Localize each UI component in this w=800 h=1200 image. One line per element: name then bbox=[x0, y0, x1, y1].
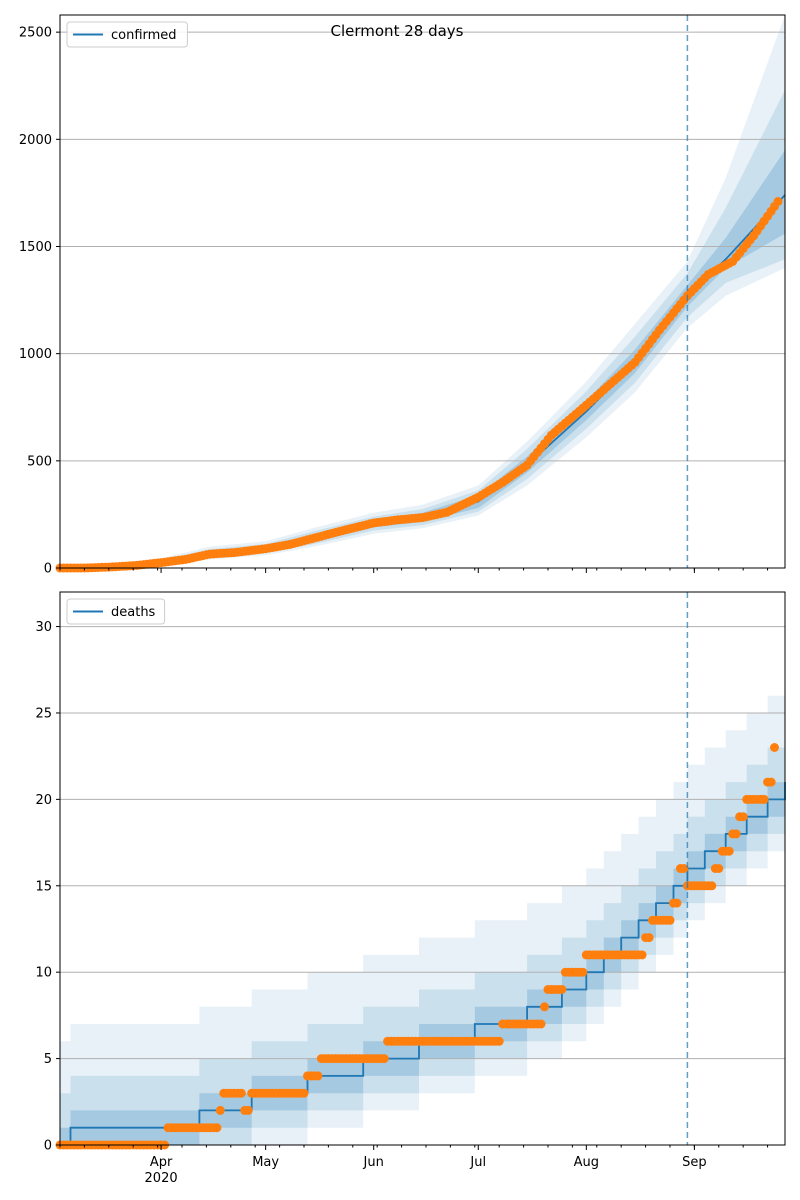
observed-point bbox=[243, 1105, 253, 1115]
confirmed-legend-label: confirmed bbox=[111, 28, 177, 43]
deaths-y-axis: 0 5 10 15 20 25 30 bbox=[35, 620, 60, 1154]
observed-point bbox=[299, 1088, 309, 1098]
x-tick-label: Jul bbox=[469, 1155, 486, 1170]
confirmed-x-axis bbox=[59, 568, 769, 573]
x-year-label: 2020 bbox=[145, 1171, 178, 1186]
observed-point bbox=[707, 881, 717, 891]
observed-point bbox=[637, 950, 647, 960]
confirmed-grid bbox=[60, 31, 785, 462]
y-tick-label: 5 bbox=[44, 1052, 52, 1067]
observed-point bbox=[236, 1088, 246, 1098]
x-tick-label: Jun bbox=[363, 1155, 384, 1170]
chart-title: Clermont 28 days bbox=[331, 22, 464, 40]
observed-point bbox=[536, 1019, 546, 1029]
observed-point bbox=[672, 898, 682, 908]
deaths-uncertainty-bands bbox=[60, 678, 785, 1145]
deaths-grid bbox=[60, 626, 785, 1060]
observed-point bbox=[731, 829, 741, 839]
y-tick-label: 1000 bbox=[19, 347, 52, 362]
deaths-legend-box bbox=[66, 598, 166, 625]
y-tick-label: 15 bbox=[35, 879, 52, 894]
observed-point bbox=[770, 743, 779, 752]
y-tick-label: 25 bbox=[35, 706, 52, 721]
observed-point bbox=[766, 777, 776, 787]
x-tick-label: Aug bbox=[574, 1155, 599, 1170]
deaths-legend-label: deaths bbox=[111, 605, 156, 620]
observed-point bbox=[679, 864, 689, 873]
x-tick-label: Apr bbox=[150, 1155, 173, 1170]
deaths-observed-points bbox=[55, 743, 779, 1150]
observed-point bbox=[759, 794, 769, 804]
confirmed-y-axis: 0 500 1000 1500 2000 2500 bbox=[19, 26, 60, 577]
observed-point bbox=[379, 1054, 389, 1064]
y-tick-label: 0 bbox=[44, 562, 52, 577]
deaths-legend: deaths bbox=[66, 598, 166, 625]
observed-point bbox=[738, 812, 748, 822]
deaths-axes-frame bbox=[59, 591, 786, 1146]
y-tick-label: 2500 bbox=[19, 26, 52, 41]
confirmed-legend-box bbox=[66, 21, 188, 48]
y-tick-label: 10 bbox=[35, 966, 52, 981]
y-tick-label: 30 bbox=[35, 620, 52, 635]
observed-point bbox=[665, 915, 675, 925]
confirmed-legend: confirmed bbox=[66, 21, 188, 48]
y-tick-label: 2000 bbox=[19, 133, 52, 148]
confirmed-axes-frame bbox=[59, 14, 786, 569]
observed-point bbox=[540, 1002, 549, 1012]
observed-point bbox=[494, 1036, 504, 1046]
observed-point bbox=[212, 1123, 222, 1133]
observed-point bbox=[773, 197, 783, 206]
y-tick-label: 1500 bbox=[19, 240, 52, 255]
confidence-band-2 bbox=[60, 678, 785, 1145]
observed-point bbox=[578, 967, 588, 977]
x-tick-label: May bbox=[252, 1155, 279, 1170]
y-tick-label: 500 bbox=[27, 454, 52, 469]
y-tick-label: 20 bbox=[35, 793, 52, 808]
observed-point bbox=[714, 864, 724, 873]
confidence-band-1 bbox=[60, 730, 785, 1145]
observed-point bbox=[644, 933, 654, 943]
observed-point bbox=[215, 1105, 225, 1115]
observed-point bbox=[557, 985, 567, 994]
x-tick-label: Sep bbox=[682, 1155, 707, 1170]
y-tick-label: 0 bbox=[44, 1139, 52, 1154]
observed-point bbox=[724, 846, 734, 856]
confirmed-panel: 0 500 1000 1500 2000 2500 confirmed Clermont … bbox=[19, 14, 786, 577]
observed-point bbox=[313, 1071, 323, 1081]
